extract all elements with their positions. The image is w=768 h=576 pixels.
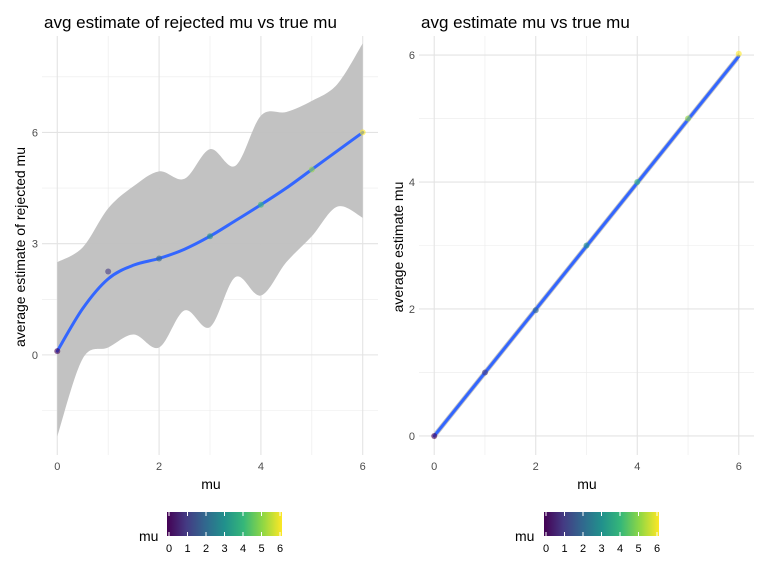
x-tick-label: 2 [156, 461, 162, 473]
colorbar-tick-label: 1 [561, 543, 567, 555]
colorbar-tick-label: 4 [240, 543, 246, 555]
data-point [481, 369, 488, 376]
colorbar-tick-label: 0 [166, 543, 172, 555]
data-point [532, 307, 539, 314]
colorbar-tick-label: 6 [277, 543, 283, 555]
x-tick-label: 0 [431, 461, 437, 473]
right-x-axis-label: mu [577, 476, 596, 492]
left-data-points [54, 129, 366, 355]
colorbar-tick-label: 0 [543, 543, 549, 555]
y-tick-label: 2 [409, 304, 415, 316]
data-point [257, 201, 264, 208]
data-point [685, 115, 692, 122]
x-tick-label: 6 [736, 461, 742, 473]
data-point [735, 50, 742, 57]
data-point [634, 179, 641, 186]
data-point [207, 233, 213, 240]
colorbar-tick-label: 2 [580, 543, 586, 555]
data-point [583, 242, 590, 249]
right-y-tick-labels: 0 2 4 6 [409, 50, 415, 443]
left-y-tick-labels: 0 3 6 [32, 127, 38, 361]
colorbar-tick-label: 3 [221, 543, 227, 555]
y-tick-label: 6 [409, 50, 415, 62]
colorbar-tick-label: 3 [598, 543, 604, 555]
right-legend-title: mu [515, 528, 534, 544]
y-tick-label: 6 [32, 127, 38, 139]
x-tick-label: 0 [54, 461, 60, 473]
x-tick-label: 4 [634, 461, 640, 473]
left-chart-title: avg estimate of rejected mu vs true mu [44, 13, 337, 32]
colorbar-tick-label: 1 [184, 543, 190, 555]
y-tick-label: 3 [32, 239, 38, 251]
x-tick-label: 2 [533, 461, 539, 473]
colorbar-tick-label: 6 [654, 543, 660, 555]
right-x-tick-labels: 0 2 4 6 [431, 461, 742, 473]
y-tick-label: 0 [32, 350, 38, 362]
data-point [359, 129, 366, 136]
right-chart-title: avg estimate mu vs true mu [421, 13, 630, 32]
y-tick-label: 0 [409, 431, 415, 443]
data-point [156, 255, 163, 262]
data-point [308, 166, 315, 173]
data-point [105, 268, 112, 275]
right-y-axis-label: average estimate mu [390, 182, 406, 313]
data-point [54, 348, 61, 355]
left-legend-title: mu [139, 528, 158, 544]
left-chart-panel: avg estimate of rejected mu vs true mu 0… [12, 13, 378, 492]
colorbar-tick-label: 4 [617, 543, 623, 555]
left-y-axis-label: average estimate of rejected mu [12, 147, 28, 347]
colorbar-tick-label: 5 [258, 543, 264, 555]
right-data-points [431, 50, 742, 439]
x-tick-label: 4 [258, 461, 264, 473]
left-confidence-ribbon [57, 43, 363, 437]
colorbar-tick-label: 2 [203, 543, 209, 555]
left-x-axis-label: mu [201, 476, 220, 492]
x-tick-label: 6 [360, 461, 366, 473]
data-point [431, 432, 438, 439]
colorbar-tick-label: 5 [635, 543, 641, 555]
y-tick-label: 4 [409, 177, 415, 189]
left-x-tick-labels: 0 2 4 6 [54, 461, 366, 473]
